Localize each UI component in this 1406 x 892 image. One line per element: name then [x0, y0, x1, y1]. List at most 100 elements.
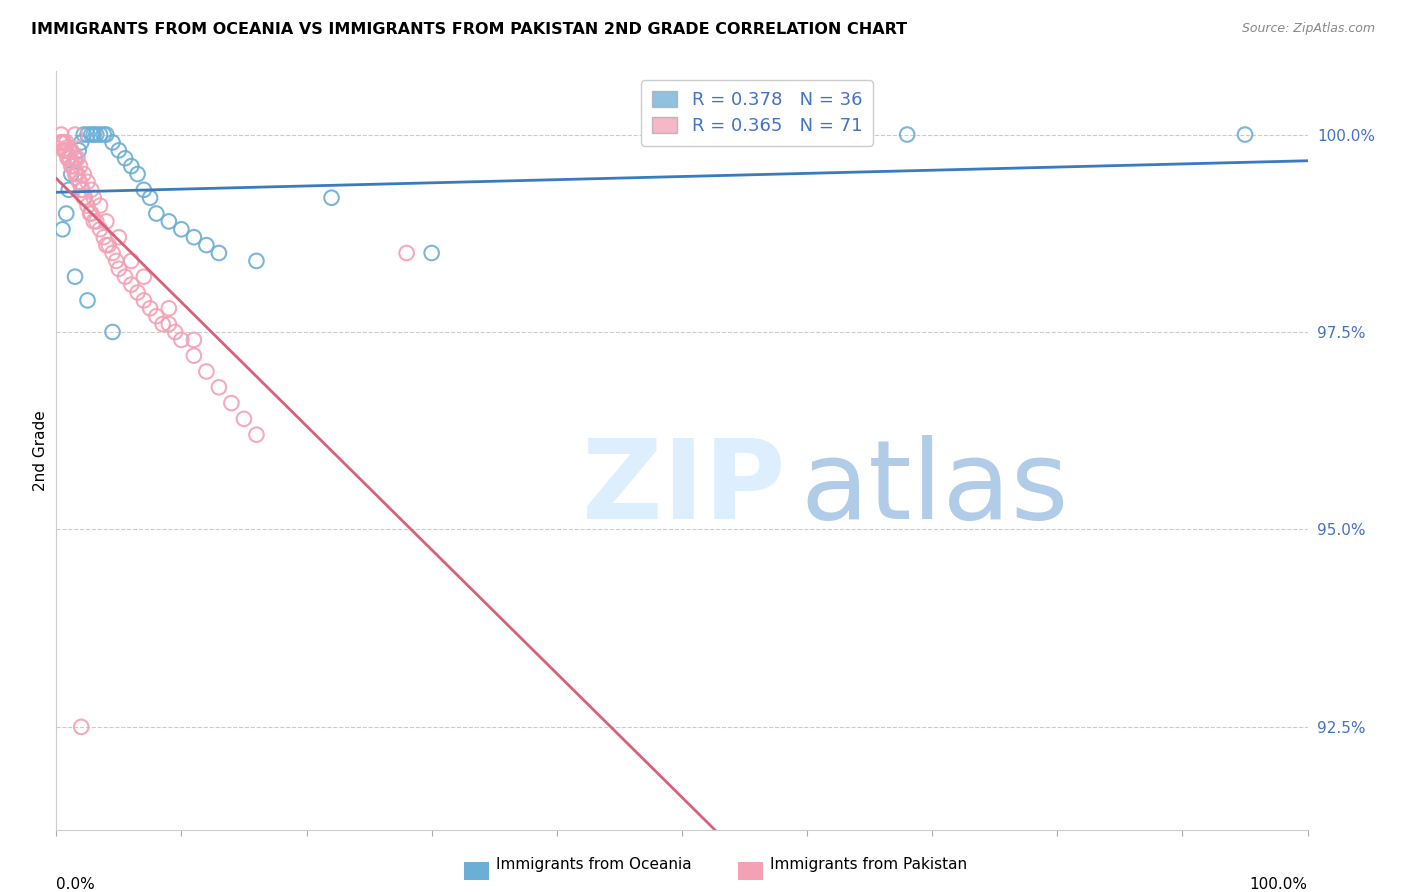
Text: 100.0%: 100.0% [1250, 877, 1308, 892]
Point [120, 277, 142, 292]
Text: atlas: atlas [801, 435, 1070, 541]
Point [55, 206, 77, 220]
Point [55, 136, 77, 150]
Point [70, 720, 93, 734]
Point [69, 175, 91, 189]
Text: Source: ZipAtlas.com: Source: ZipAtlas.com [1241, 22, 1375, 36]
Point [132, 269, 155, 284]
Point [60, 159, 83, 173]
Point [65, 167, 87, 181]
Point [101, 325, 124, 339]
Point [145, 206, 167, 220]
Point [132, 293, 155, 308]
Point [105, 254, 128, 268]
Text: ZIP: ZIP [582, 435, 785, 541]
Point [69, 159, 91, 173]
Point [52, 136, 75, 150]
Point [76, 128, 98, 142]
Text: Immigrants from Oceania: Immigrants from Oceania [496, 857, 692, 872]
Point [170, 222, 193, 236]
Point [93, 128, 115, 142]
Point [120, 254, 142, 268]
Point [233, 412, 256, 426]
Point [152, 317, 174, 331]
Text: 0.0%: 0.0% [56, 877, 96, 892]
Point [127, 285, 149, 300]
Point [96, 128, 118, 142]
Point [63, 151, 86, 165]
Point [62, 159, 84, 173]
Point [195, 238, 218, 252]
Point [55, 144, 77, 158]
Point [59, 151, 82, 165]
Point [63, 151, 86, 165]
Point [96, 238, 118, 252]
Point [76, 175, 98, 189]
Point [157, 301, 180, 316]
Point [56, 151, 79, 165]
Point [183, 333, 205, 347]
Point [76, 199, 98, 213]
Point [245, 427, 267, 442]
Point [84, 214, 107, 228]
Point [70, 183, 93, 197]
Point [208, 380, 231, 394]
Point [321, 191, 343, 205]
Point [58, 151, 80, 165]
Point [53, 144, 76, 158]
Point [83, 128, 105, 142]
Point [80, 183, 103, 197]
Point [63, 128, 86, 142]
Point [896, 128, 918, 142]
Point [51, 222, 73, 236]
Point [183, 230, 205, 244]
Point [52, 144, 75, 158]
Point [51, 136, 73, 150]
Point [60, 144, 83, 158]
Point [420, 246, 443, 260]
Point [63, 269, 86, 284]
Point [66, 151, 89, 165]
Point [145, 309, 167, 323]
Point [80, 206, 103, 220]
Point [120, 159, 142, 173]
Point [221, 396, 243, 410]
Point [245, 254, 267, 268]
Point [73, 191, 96, 205]
Point [76, 293, 98, 308]
Point [51, 128, 73, 142]
Point [114, 269, 136, 284]
Point [89, 199, 111, 213]
Point [79, 206, 101, 220]
Point [395, 246, 418, 260]
Point [101, 246, 124, 260]
Point [157, 317, 180, 331]
Point [132, 183, 155, 197]
Point [127, 167, 149, 181]
Point [165, 325, 187, 339]
Point [108, 261, 131, 276]
Point [170, 333, 193, 347]
Point [97, 238, 120, 252]
Point [73, 167, 96, 181]
Point [157, 214, 180, 228]
Point [60, 167, 83, 181]
Point [114, 151, 136, 165]
Point [208, 246, 231, 260]
Point [195, 364, 218, 378]
Point [101, 136, 124, 150]
Point [67, 144, 90, 158]
Point [183, 349, 205, 363]
Point [63, 167, 86, 181]
Point [49, 136, 72, 150]
Point [1234, 128, 1257, 142]
Point [58, 144, 80, 158]
Point [73, 128, 96, 142]
Point [70, 136, 93, 150]
Point [58, 183, 80, 197]
Point [89, 128, 111, 142]
Point [139, 301, 162, 316]
Point [80, 128, 103, 142]
Point [89, 222, 111, 236]
Point [72, 183, 94, 197]
